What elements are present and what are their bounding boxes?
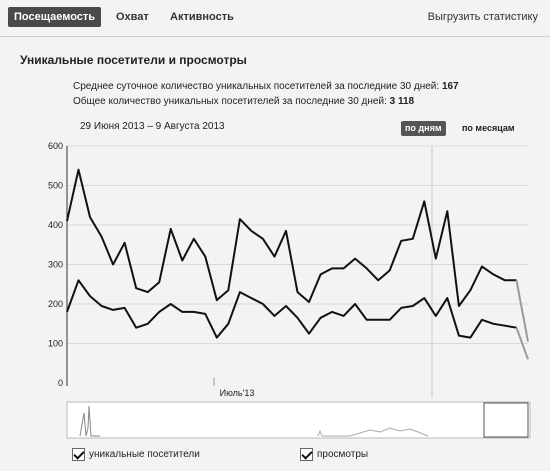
chart-series — [66, 168, 529, 360]
tab-attendance[interactable]: Посещаемость — [8, 7, 102, 27]
visitors-chart: 600 500 400 300 200 100 0 Июль'13 — [48, 141, 531, 439]
avg-visitors-stat: Среднее суточное количество уникальных п… — [73, 81, 459, 92]
navigator-spike — [79, 405, 100, 437]
series-projected-0 — [515, 280, 529, 342]
avg-visitors-label: Среднее суточное количество уникальных п… — [73, 81, 440, 92]
avg-visitors-value: 167 — [441, 81, 459, 92]
navigator-trace — [317, 427, 429, 437]
series-projected-1 — [515, 327, 529, 360]
range-navigator[interactable] — [66, 401, 531, 439]
y-tick-label: 500 — [48, 181, 63, 191]
chart-grid — [67, 145, 528, 344]
y-tick-label: 300 — [48, 260, 63, 270]
navigator-window-handle[interactable] — [483, 402, 529, 438]
total-visitors-stat: Общее количество уникальных посетителей … — [73, 96, 414, 107]
series-line-0 — [66, 168, 517, 307]
y-tick-label: 400 — [48, 220, 63, 230]
legend-label-views: просмотры — [317, 448, 369, 460]
divider — [0, 36, 550, 37]
tab-bar: Посещаемость Охват Активность Выгрузить … — [0, 0, 550, 34]
pageviews-checkbox[interactable] — [300, 447, 313, 461]
tab-reach[interactable]: Охват — [116, 11, 149, 23]
section-title: Уникальные посетители и просмотры — [20, 53, 247, 67]
legend-pageviews[interactable]: просмотры — [300, 446, 368, 462]
tab-activity[interactable]: Активность — [170, 11, 234, 23]
total-visitors-label: Общее количество уникальных посетителей … — [73, 96, 387, 107]
y-tick-label: 200 — [48, 299, 63, 309]
period-range[interactable]: 29 Июня 2013 – 9 Августа 2013 — [80, 121, 225, 132]
export-stats-link[interactable]: Выгрузить статистику — [427, 11, 538, 23]
series-line-1 — [66, 279, 517, 339]
total-visitors-value: 3 118 — [389, 96, 415, 107]
legend-label-unique: уникальные посетители — [89, 448, 200, 460]
x-month-label: Июль'13 — [220, 388, 255, 398]
y-tick-label: 0 — [58, 378, 63, 388]
by-days-button[interactable]: по дням — [401, 121, 446, 136]
y-axis-ticks: 600 500 400 300 200 100 0 — [48, 141, 63, 388]
unique-visitors-checkbox[interactable] — [72, 447, 85, 461]
y-tick-label: 100 — [48, 339, 63, 349]
y-tick-label: 600 — [48, 141, 63, 151]
legend-unique-visitors[interactable]: уникальные посетители — [72, 446, 200, 462]
by-months-button[interactable]: по месяцам — [462, 123, 515, 133]
